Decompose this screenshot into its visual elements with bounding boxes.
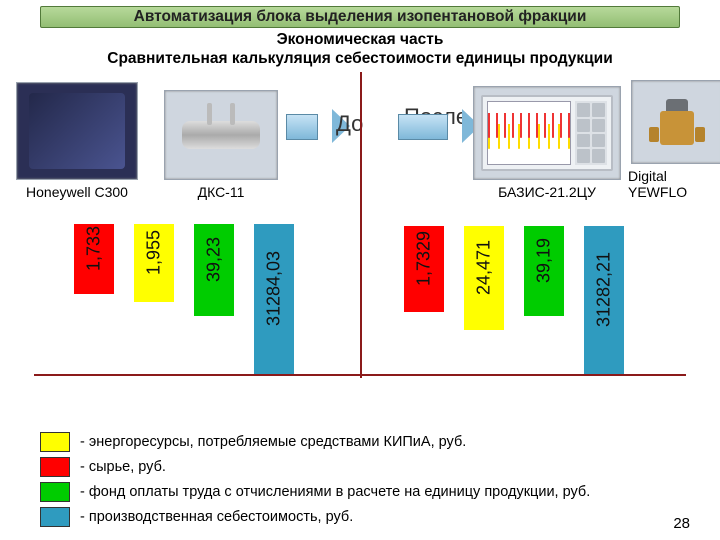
legend-item: - сырье, руб. <box>40 457 590 477</box>
bar-label: 31282,21 <box>594 210 615 370</box>
legend-text: - сырье, руб. <box>80 459 166 475</box>
bar-raw: 1,7329 <box>404 226 444 312</box>
bar-cost: 31284,03 <box>254 224 294 374</box>
bar-label: 1,955 <box>144 173 165 333</box>
subtitle-1: Экономическая часть <box>0 31 720 49</box>
bar-energy: 1,955 <box>134 224 174 302</box>
page-number: 28 <box>673 515 690 532</box>
bar-label: 39,23 <box>204 180 225 340</box>
bar-label: 1,7329 <box>414 179 435 339</box>
bar-label: 1,733 <box>84 169 105 329</box>
title-bar: Автоматизация блока выделения изопентано… <box>40 6 680 28</box>
bar-cost: 31282,21 <box>584 226 624 374</box>
legend-text: - энергоресурсы, потребляемые средствами… <box>80 434 466 450</box>
bars-before: 1,733 1,955 39,23 31284,03 <box>74 224 294 374</box>
device-caption: Honeywell C300 <box>26 184 128 200</box>
bar-label: 24,471 <box>474 188 495 348</box>
bar-energy: 24,471 <box>464 226 504 330</box>
legend-swatch <box>40 432 70 452</box>
subtitle-2: Сравнительная калькуляция себестоимости … <box>0 50 720 68</box>
bars-after: 1,7329 24,471 39,19 31282,21 <box>404 226 624 374</box>
chart-baseline <box>34 374 686 376</box>
device-honeywell: Honeywell C300 <box>12 82 142 200</box>
legend-text: - производственная себестоимость, руб. <box>80 509 353 525</box>
cost-chart: 1,733 1,955 39,23 31284,03 1,7329 24,471 39,1… <box>34 200 686 388</box>
legend: - энергоресурсы, потребляемые средствами… <box>40 427 590 532</box>
arrow-left-icon <box>286 114 332 138</box>
bar-label: 39,19 <box>534 181 555 341</box>
legend-swatch <box>40 457 70 477</box>
bar-label: 31284,03 <box>264 209 285 369</box>
page-title: Автоматизация блока выделения изопентано… <box>134 8 587 25</box>
bar-labor: 39,23 <box>194 224 234 316</box>
arrow-right-icon <box>398 114 462 138</box>
device-yewflo: Digital YEWFLO <box>628 80 720 200</box>
legend-item: - энергоресурсы, потребляемые средствами… <box>40 432 590 452</box>
bar-labor: 39,19 <box>524 226 564 316</box>
legend-swatch <box>40 507 70 527</box>
legend-text: - фонд оплаты труда с отчислениями в рас… <box>80 484 590 500</box>
legend-swatch <box>40 482 70 502</box>
bar-raw: 1,733 <box>74 224 114 294</box>
device-caption: Digital YEWFLO <box>628 168 720 200</box>
legend-item: - фонд оплаты труда с отчислениями в рас… <box>40 482 590 502</box>
legend-item: - производственная себестоимость, руб. <box>40 507 590 527</box>
chart-divider <box>360 72 362 378</box>
